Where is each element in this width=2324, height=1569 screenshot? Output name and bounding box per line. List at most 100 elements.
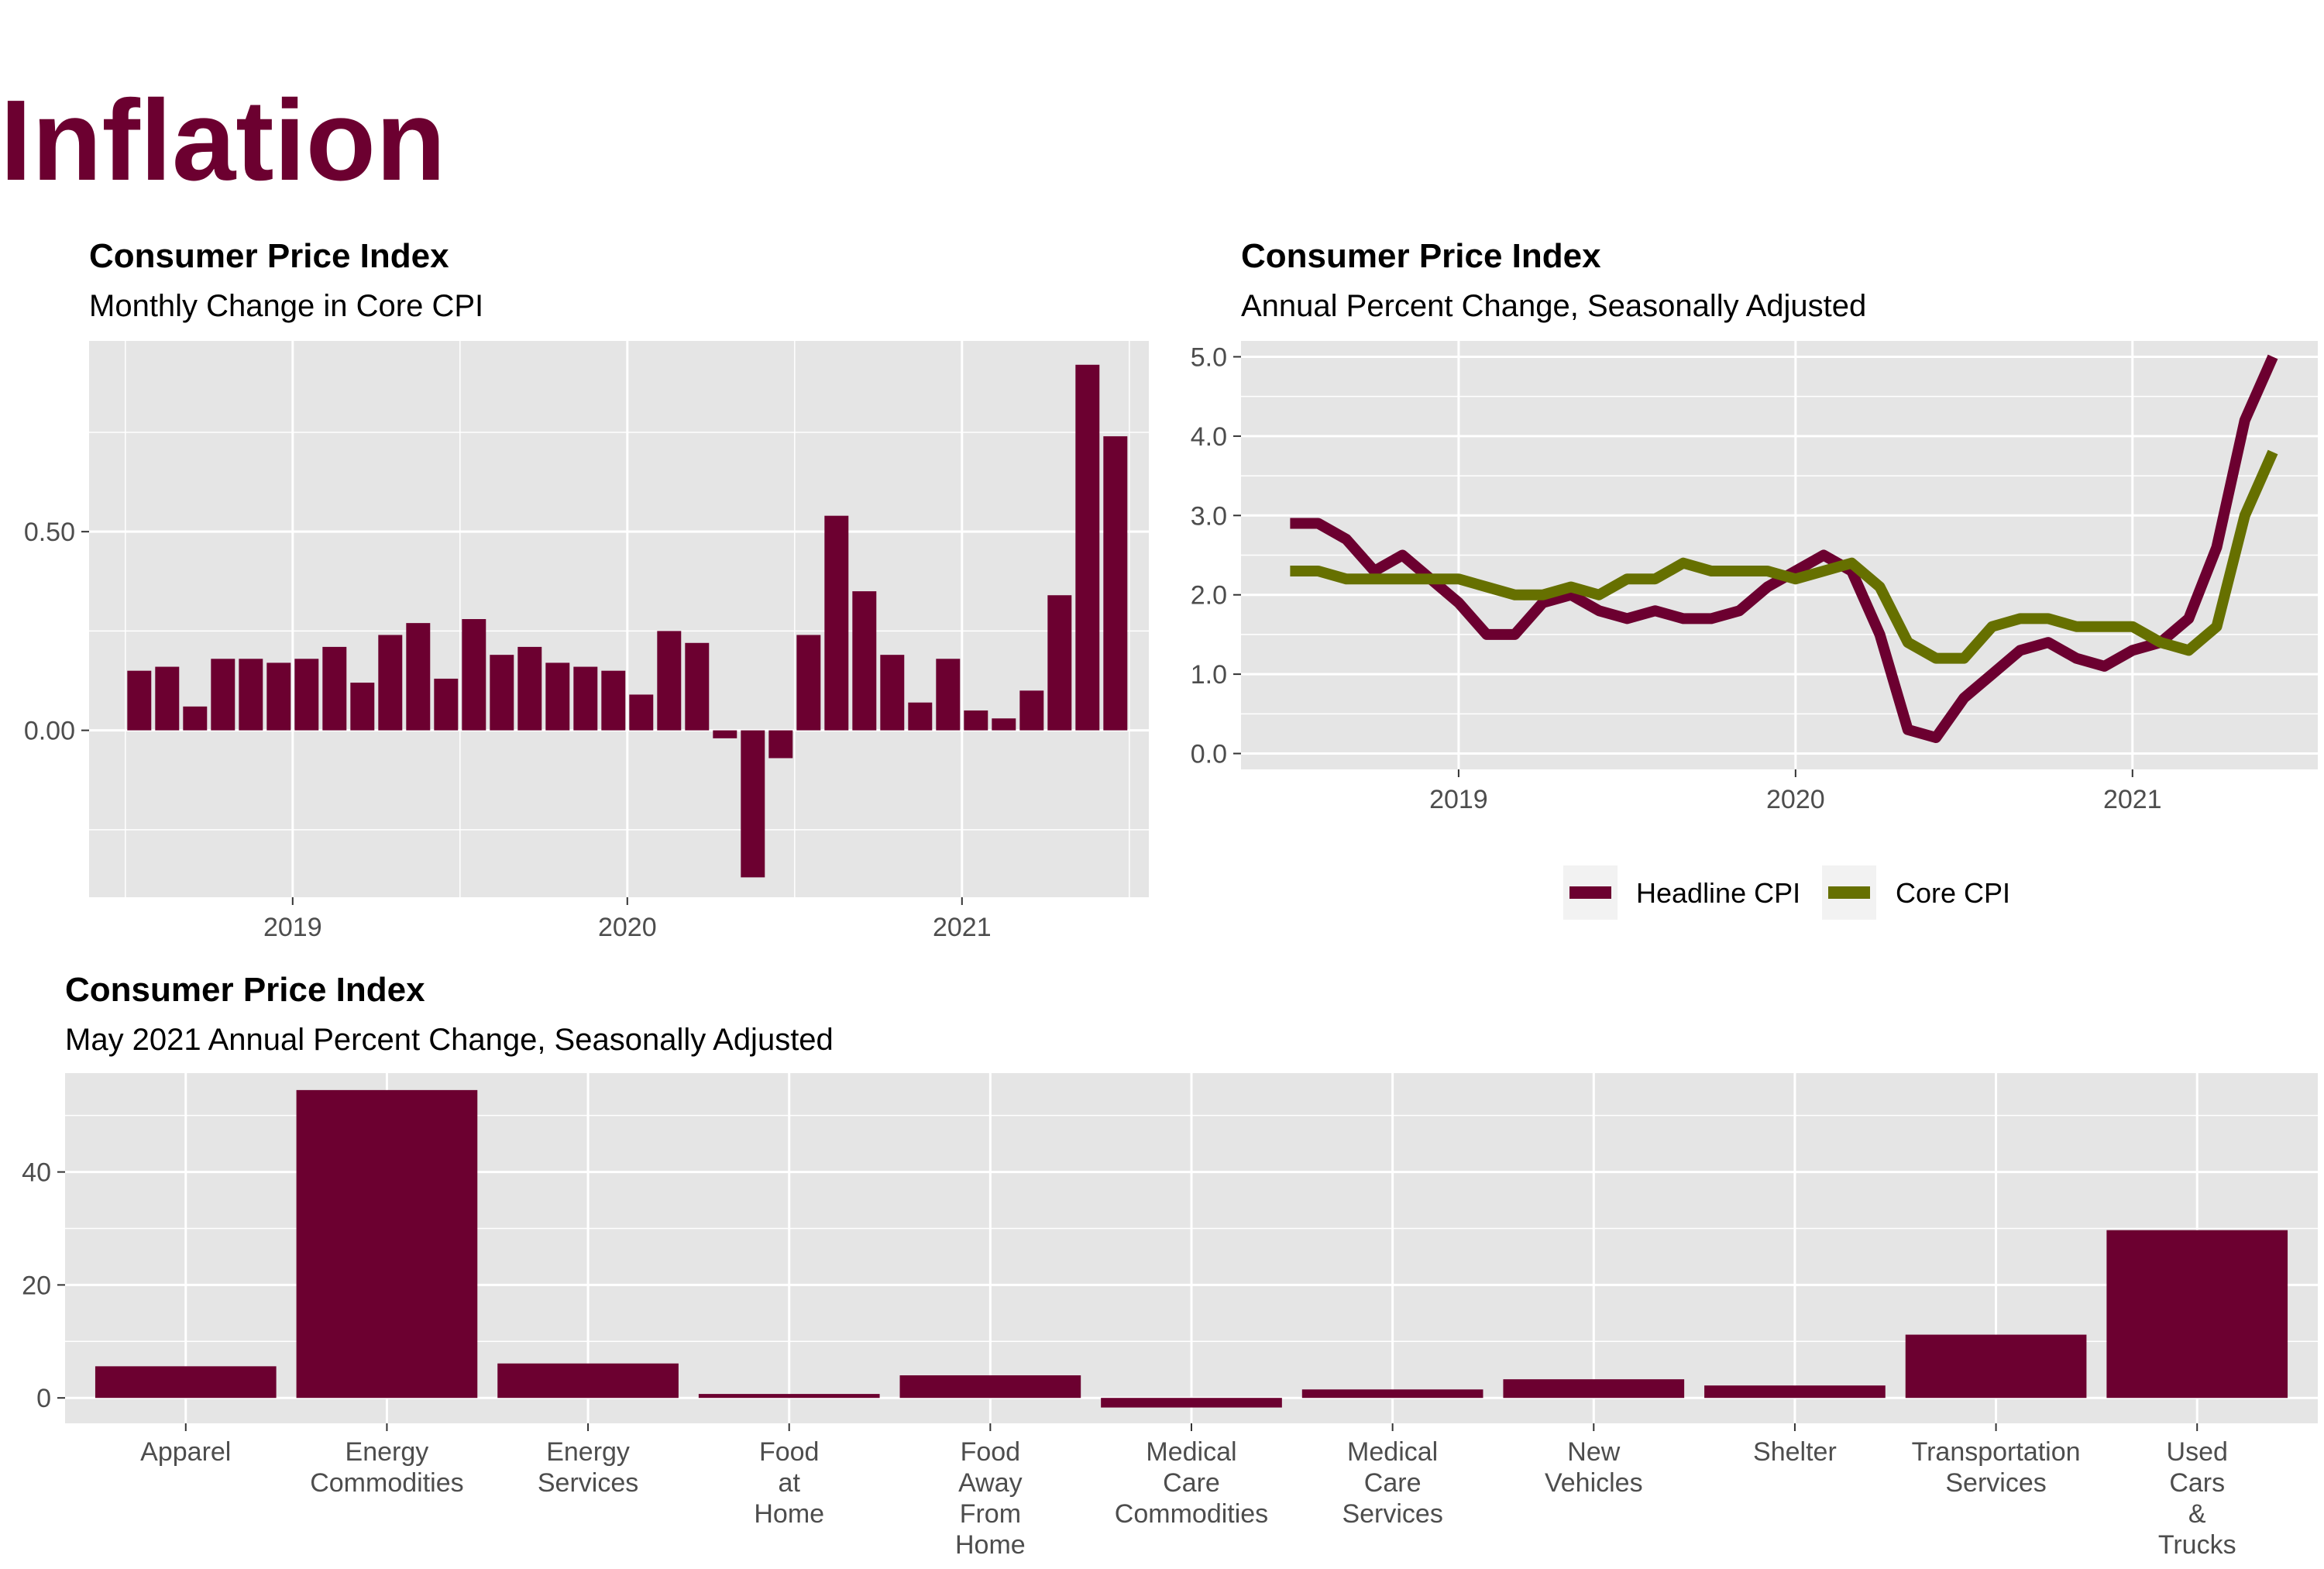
- x-tick-label-line: Services: [1945, 1468, 2046, 1498]
- x-tick-label: Food Away From Home: [955, 1437, 1026, 1560]
- x-tick-label-line: Apparel: [140, 1437, 231, 1467]
- monthly-bar: [350, 683, 375, 731]
- monthly-bar: [713, 730, 737, 738]
- monthly-bar: [1075, 364, 1100, 731]
- monthly-bar: [490, 655, 514, 731]
- monthly-bar: [936, 659, 961, 731]
- y-tick-label: 40: [22, 1158, 51, 1188]
- monthly-bar: [127, 670, 152, 731]
- y-tick-label: 20: [22, 1271, 51, 1300]
- component-bar: [698, 1394, 880, 1399]
- component-bar: [497, 1363, 679, 1399]
- monthly-bar: [601, 670, 626, 731]
- page-title: Inflation: [0, 77, 445, 205]
- monthly-bar: [768, 730, 793, 759]
- x-tick-label-line: Care: [1163, 1468, 1220, 1498]
- monthly-bars: [127, 364, 1128, 878]
- x-tick-label-line: Vehicles: [1545, 1468, 1643, 1498]
- component-bar: [296, 1089, 478, 1399]
- annual-chart-title: Consumer Price Index: [1241, 237, 1601, 275]
- x-tick-label-line: Food: [961, 1437, 1021, 1467]
- monthly-bar: [992, 718, 1016, 731]
- x-tick-label: Transportation Services: [1912, 1437, 2081, 1498]
- y-tick-label: 5.0: [1191, 342, 1227, 372]
- x-tick-label-line: &: [2188, 1499, 2206, 1529]
- monthly-bar: [796, 635, 821, 731]
- x-tick-label-line: From: [960, 1499, 1021, 1529]
- x-tick-label: 2019: [1429, 785, 1488, 814]
- annual-chart-subtitle: Annual Percent Change, Seasonally Adjust…: [1241, 289, 1866, 323]
- monthly-core-cpi-chart: Consumer Price Index Monthly Change in C…: [24, 237, 1149, 942]
- y-tick-label: 0.00: [24, 717, 75, 746]
- x-tick-label-line: Medical: [1146, 1437, 1236, 1467]
- x-tick-label-line: Services: [1342, 1499, 1442, 1529]
- monthly-grid: [89, 341, 1149, 897]
- monthly-x-axis: 2019 2020 2021: [263, 897, 992, 942]
- x-tick-label-line: Services: [538, 1468, 638, 1498]
- monthly-bar: [183, 706, 208, 731]
- annual-legend: Headline CPI Core CPI: [1563, 865, 2010, 920]
- y-tick-label: 2.0: [1191, 581, 1227, 611]
- x-tick-label-line: Care: [1364, 1468, 1422, 1498]
- monthly-bar: [964, 710, 988, 731]
- monthly-bar: [266, 662, 291, 731]
- x-tick-label-line: Cars: [2169, 1468, 2225, 1498]
- legend-label-core-cpi: Core CPI: [1896, 877, 2010, 909]
- component-bar: [95, 1366, 277, 1399]
- component-bar: [1704, 1385, 1886, 1399]
- annual-lines: [1290, 354, 2278, 743]
- x-tick-label: Shelter: [1753, 1437, 1837, 1467]
- monthly-bar: [824, 515, 849, 731]
- x-tick-label-line: at: [779, 1468, 801, 1498]
- legend-item-headline-cpi: Headline CPI: [1563, 865, 1800, 920]
- monthly-bar: [573, 666, 598, 731]
- monthly-bar: [406, 623, 431, 731]
- monthly-y-axis: 0.00 0.50: [24, 518, 89, 746]
- x-tick-label: 2019: [263, 913, 322, 942]
- x-tick-label-line: Commodities: [1115, 1499, 1268, 1529]
- x-tick-label: Energy Services: [538, 1437, 638, 1498]
- y-tick-label: 0: [36, 1384, 51, 1413]
- component-cpi-chart: Consumer Price Index May 2021 Annual Per…: [22, 971, 2318, 1560]
- x-tick-label: Used Cars & Trucks: [2158, 1437, 2236, 1560]
- x-tick-label-line: Transportation: [1912, 1437, 2081, 1467]
- monthly-bar: [462, 619, 486, 731]
- x-tick-label-line: Used: [2167, 1437, 2228, 1467]
- x-tick-label-line: New: [1567, 1437, 1620, 1467]
- monthly-bar: [517, 646, 542, 731]
- x-tick-label: Apparel: [140, 1437, 231, 1467]
- x-tick-label-line: Home: [754, 1499, 824, 1529]
- y-tick-label: 3.0: [1191, 501, 1227, 531]
- core-cpi-line: [1290, 449, 2278, 664]
- x-tick-label: 2020: [1766, 785, 1825, 814]
- x-tick-label: Medical Care Services: [1342, 1437, 1442, 1529]
- component-y-axis: 0 20 40: [22, 1158, 65, 1413]
- x-tick-label-line: Energy: [346, 1437, 429, 1467]
- monthly-bar: [852, 591, 877, 731]
- x-tick-label-line: Trucks: [2158, 1530, 2236, 1560]
- component-bar: [1503, 1379, 1685, 1399]
- monthly-bar: [434, 678, 459, 731]
- monthly-bar: [322, 646, 347, 731]
- x-tick-label-line: Food: [759, 1437, 820, 1467]
- component-bar: [2106, 1230, 2288, 1399]
- y-tick-label: 1.0: [1191, 660, 1227, 690]
- monthly-bar: [741, 730, 765, 878]
- monthly-bar: [657, 631, 682, 731]
- annual-y-axis: 0.0 1.0 2.0 3.0 4.0 5.0: [1191, 342, 1241, 769]
- x-tick-label: New Vehicles: [1545, 1437, 1643, 1498]
- monthly-bar: [239, 659, 263, 731]
- monthly-bar: [629, 694, 654, 731]
- component-bar: [1905, 1334, 2087, 1399]
- x-tick-label-line: Commodities: [310, 1468, 463, 1498]
- y-tick-label: 4.0: [1191, 422, 1227, 452]
- y-tick-label: 0.0: [1191, 740, 1227, 769]
- x-tick-label: Energy Commodities: [310, 1437, 463, 1498]
- x-tick-label: Food at Home: [754, 1437, 824, 1529]
- component-bars: [95, 1089, 2288, 1408]
- legend-item-core-cpi: Core CPI: [1822, 865, 2010, 920]
- monthly-bar: [378, 635, 403, 731]
- monthly-chart-subtitle: Monthly Change in Core CPI: [89, 289, 483, 323]
